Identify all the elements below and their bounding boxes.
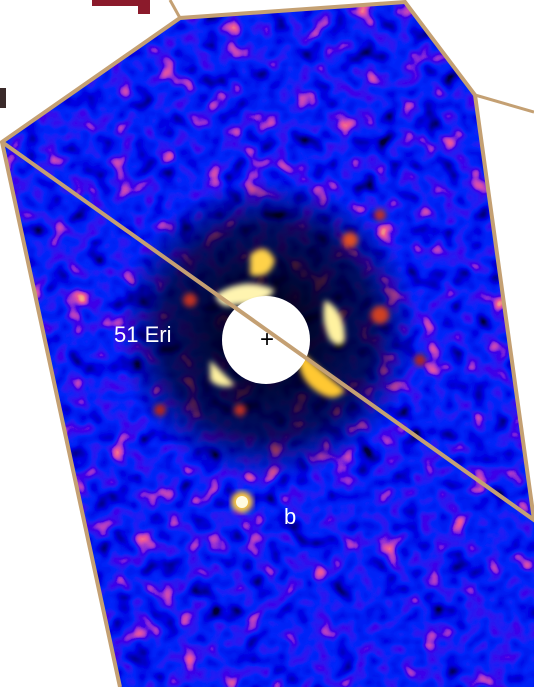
star-marker: + (260, 326, 274, 353)
planet (236, 496, 248, 508)
frame-line (168, 0, 182, 19)
field-border (0, 0, 534, 523)
edge-fragment (0, 88, 6, 108)
planet-label: b (284, 504, 296, 529)
header-fragment (92, 0, 150, 14)
star-mask (222, 296, 310, 384)
frame-line (474, 93, 534, 114)
field-border-left (0, 141, 122, 687)
star-label: 51 Eri (114, 322, 171, 347)
